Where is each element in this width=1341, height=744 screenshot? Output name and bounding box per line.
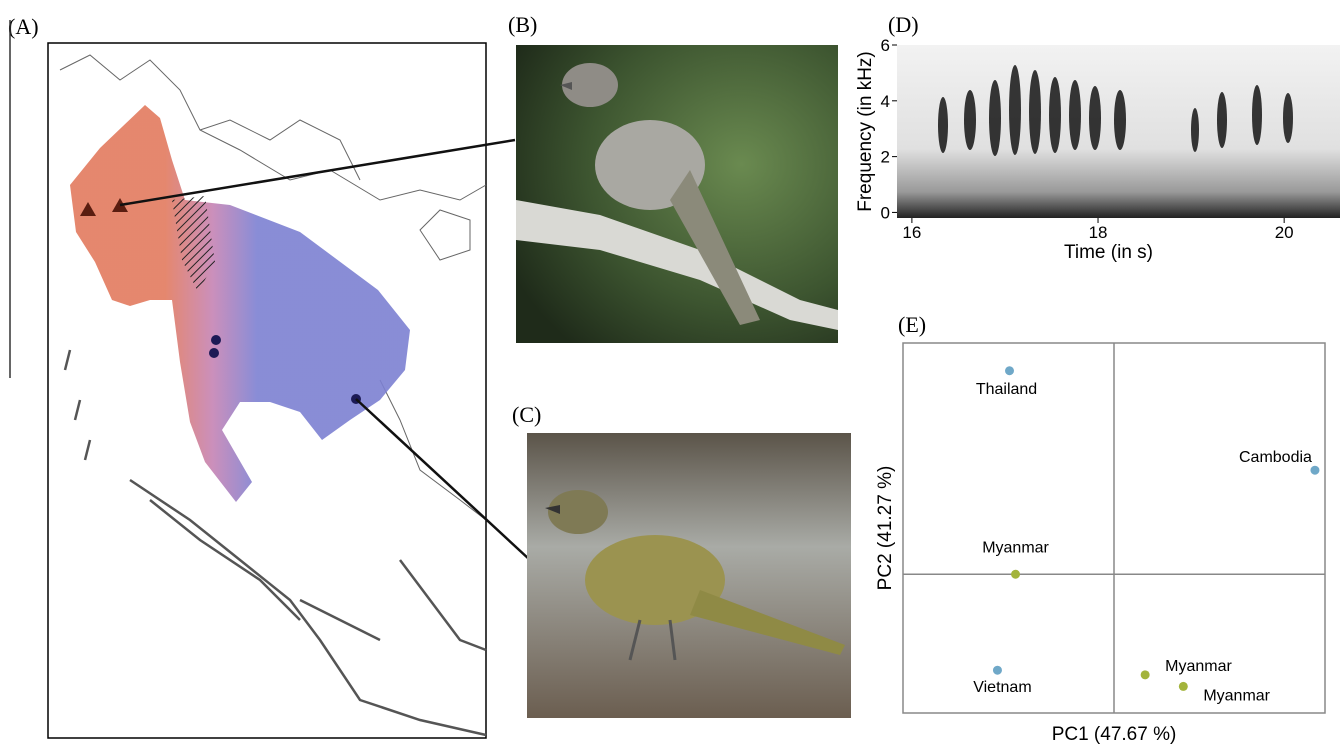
y-axis-title: Frequency (in kHz) [855,51,876,212]
x-tick-label: 20 [1275,223,1294,242]
point [993,666,1002,675]
point [1141,670,1150,679]
point-label: Cambodia [1239,449,1312,466]
panel-label: (B) [508,12,537,37]
y-tick-label: 0 [881,203,890,222]
x-tick-label: 18 [1089,223,1108,242]
y-axis-title: PC2 (41.27 %) [875,466,896,591]
point-label: Myanmar [982,539,1049,556]
point-label: Myanmar [1203,687,1270,704]
x-axis-title: PC1 (47.67 %) [1052,724,1177,744]
point-label: Thailand [976,381,1037,398]
point [1011,570,1020,579]
x-axis-title: Time (in s) [1064,242,1153,263]
y-tick-label: 6 [881,36,890,55]
point [1310,466,1319,475]
panel-label: (D) [888,12,919,37]
point-label: Vietnam [973,679,1031,696]
page: {"panel_labels": ["(A)", "(B)", "(C)", "… [0,0,1341,744]
panel-label: (E) [898,312,926,337]
y-tick-label: 2 [881,148,890,167]
figure: (A) (B) (C) (D) [0,0,1341,744]
point-label: Myanmar [1165,658,1232,675]
point [1005,366,1014,375]
y-tick-label: 4 [881,92,890,111]
x-tick-label: 16 [902,223,921,242]
panel-label: (C) [512,402,541,427]
panel-label: (A) [8,14,39,39]
point [1179,682,1188,691]
